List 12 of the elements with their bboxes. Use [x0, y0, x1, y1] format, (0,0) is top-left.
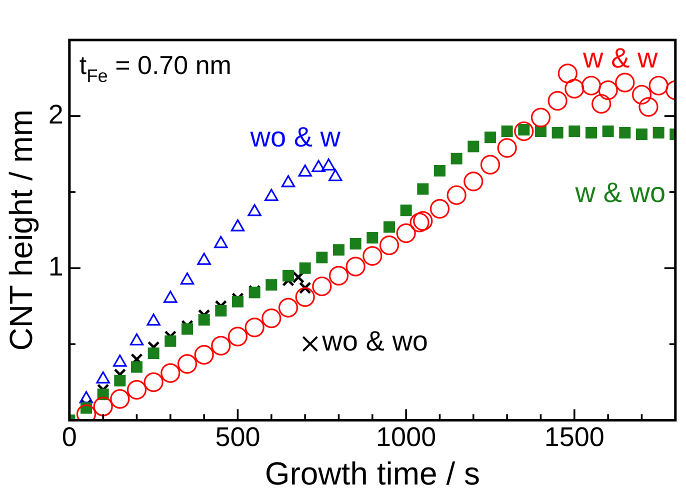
y-axis-title: CNT height / mm — [3, 109, 40, 351]
series-label: w & wo — [574, 177, 666, 208]
x-tick-label: 0 — [62, 422, 77, 452]
y-tick-label: 1 — [48, 252, 64, 282]
y-tick-label: 2 — [48, 99, 64, 130]
series-label: wo & w — [249, 122, 342, 153]
legend-label: wo & wo — [321, 326, 428, 357]
series-label: w & w — [582, 42, 659, 74]
x-tick-label: 500 — [215, 422, 260, 452]
x-tick-label: 1000 — [376, 422, 436, 452]
x-axis-title: Growth time / s — [264, 456, 480, 492]
x-tick-label: 1500 — [544, 422, 604, 452]
